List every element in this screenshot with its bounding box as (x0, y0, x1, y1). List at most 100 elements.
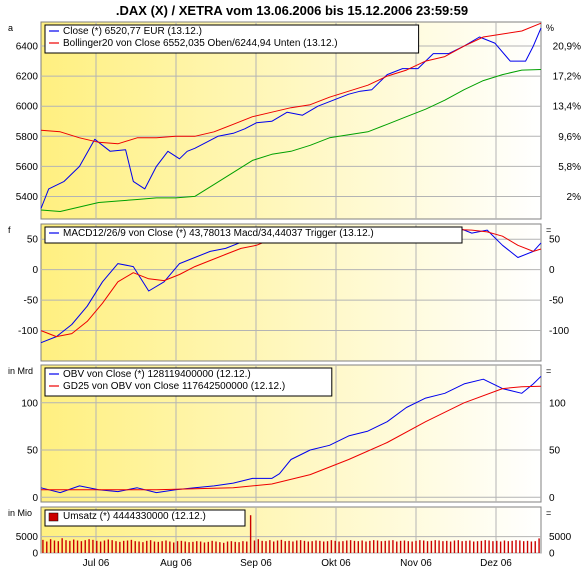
corner-label-left: in Mio (8, 508, 32, 518)
volume-bar (465, 540, 467, 553)
panel-plot-area (40, 21, 542, 220)
y-tick-label-right: 0 (549, 493, 555, 504)
volume-bar (134, 541, 136, 553)
volume-bar (92, 539, 94, 553)
volume-bar (142, 542, 144, 553)
volume-bar (503, 540, 506, 553)
volume-bar (119, 541, 121, 553)
legend-box (44, 24, 420, 54)
volume-bar (515, 540, 517, 553)
volume-bar (511, 540, 513, 553)
volume-bar (288, 540, 290, 553)
volume-bar (238, 542, 240, 553)
x-tick-label: Nov 06 (400, 558, 432, 569)
volume-bar (480, 540, 483, 553)
y-tick-label-right: -50 (549, 296, 564, 307)
legend-box (44, 367, 333, 397)
volume-bar (407, 541, 410, 553)
y-tick-label-right: 50 (549, 446, 561, 457)
volume-bar (419, 540, 421, 553)
volume-bar (315, 540, 317, 553)
volume-bar (403, 540, 406, 553)
volume-bar (107, 539, 110, 553)
x-tick-label: Dez 06 (480, 558, 512, 569)
legend-entry: MACD12/26/9 von Close (*) 43,78013 Macd/… (63, 228, 374, 239)
volume-bar (319, 540, 321, 553)
volume-bar (76, 540, 79, 553)
volume-bar (161, 541, 163, 553)
volume-bar (49, 539, 52, 553)
volume-bar (234, 541, 236, 553)
volume-bar (269, 540, 271, 553)
legend: OBV von Close (*) 128119400000 (12.12.)G… (44, 367, 333, 397)
legend-entry: GD25 von OBV von Close 117642500000 (12.… (63, 381, 285, 392)
y-tick-label-left: -100 (18, 326, 38, 337)
volume-bar (334, 540, 336, 553)
volume-bar (57, 541, 60, 553)
panel-price: 5400 5600 5800 6000 6200 6400 20,9% 17,2% 13,4% 9… (8, 21, 581, 220)
volume-bar (149, 540, 152, 553)
series-line-obv (40, 375, 542, 494)
y-tick-label-right: 0 (549, 549, 555, 560)
volume-bar (72, 539, 75, 553)
volume-bar (469, 540, 471, 553)
x-tick-label: Okt 06 (321, 558, 351, 569)
volume-bar (88, 539, 90, 553)
y-tick-label-left: -50 (24, 296, 39, 307)
legend-swatch (48, 512, 59, 522)
volume-bar (388, 540, 390, 553)
volume-bar (53, 540, 56, 553)
legend-box (44, 509, 246, 527)
volume-bar (384, 540, 386, 553)
legend: Umsatz (*) 4444330000 (12.12.) (44, 509, 246, 527)
volume-bar (411, 541, 413, 553)
volume-bar (499, 541, 502, 553)
volume-bar (534, 541, 536, 553)
volume-bar (349, 540, 352, 553)
volume-bar (342, 541, 344, 553)
series-line-bollinger_lower (40, 69, 542, 212)
volume-bar (176, 541, 179, 553)
volume-bar (292, 541, 294, 553)
x-tick-label: Sep 06 (240, 558, 272, 569)
volume-bar (369, 540, 371, 553)
corner-label-right: = (546, 508, 551, 518)
chart-title: .DAX (X) / XETRA vom 13.06.2006 bis 15.1… (116, 3, 468, 18)
volume-bar (172, 542, 175, 553)
volume-bar (138, 541, 140, 553)
volume-bar (484, 540, 486, 553)
volume-bar (376, 540, 379, 553)
volume-bar (199, 541, 202, 553)
volume-bar (488, 540, 490, 553)
volume-bar (122, 540, 125, 553)
volume-bar (115, 541, 117, 553)
y-tick-label-right: 5,8% (558, 162, 581, 173)
y-tick-label-right: 17,2% (553, 72, 581, 83)
volume-bar (203, 542, 206, 553)
legend-entry: Bollinger20 von Close 6552,035 Oben/6244… (63, 38, 338, 49)
corner-label-left: in Mrd (8, 366, 33, 376)
volume-bar (422, 540, 425, 553)
volume-bar (99, 541, 102, 553)
volume-bar (257, 539, 260, 553)
volume-bar (284, 541, 286, 553)
volume-bar (46, 541, 48, 553)
y-tick-label-right: -100 (549, 326, 569, 337)
y-tick-label-right: 5000 (549, 532, 572, 543)
y-tick-label-right: 13,4% (553, 102, 581, 113)
volume-bar (169, 541, 171, 553)
corner-label-left: f (8, 225, 11, 235)
volume-bar (380, 541, 383, 553)
y-tick-label-left: 100 (21, 398, 38, 409)
series-line-bollinger_upper (40, 22, 542, 145)
corner-label-right: = (546, 366, 551, 376)
volume-bar (84, 540, 86, 553)
volume-bar (496, 540, 498, 553)
volume-bar (338, 541, 340, 553)
volume-bar (415, 540, 417, 553)
x-axis: Jul 06 Aug 06 Sep 06 Okt 06 Nov 06 Dez 06 (83, 558, 513, 569)
volume-bar (399, 540, 402, 553)
volume-bar (438, 540, 440, 553)
volume-bar (215, 541, 217, 553)
volume-bar (392, 540, 394, 553)
